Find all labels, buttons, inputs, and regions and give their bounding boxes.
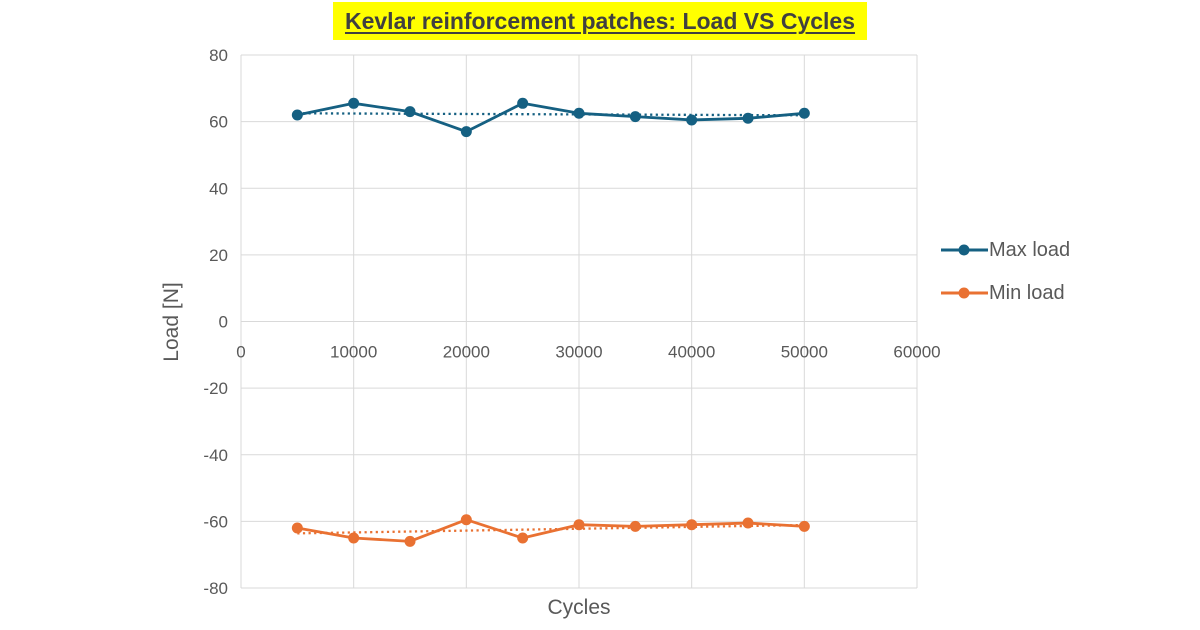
data-point-marker[interactable] (517, 532, 529, 544)
trendline (297, 523, 805, 535)
trendline (297, 112, 805, 117)
y-tick-label: 0 (219, 313, 228, 332)
y-tick-label: -80 (203, 579, 228, 598)
legend-item-min-load[interactable]: Min load (941, 280, 1070, 306)
y-tick-label: 60 (209, 113, 228, 132)
y-tick-label: -60 (203, 512, 228, 531)
data-point-marker[interactable] (629, 111, 641, 123)
data-point-marker[interactable] (742, 112, 754, 124)
legend-label-max-load: Max load (989, 239, 1071, 261)
data-point-marker[interactable] (460, 514, 472, 526)
series-line (295, 518, 806, 543)
chart-title: Kevlar reinforcement patches: Load VS Cy… (332, 2, 868, 40)
x-tick-label: 30000 (555, 343, 602, 362)
data-point-marker[interactable] (291, 109, 303, 121)
data-point-marker[interactable] (460, 126, 472, 138)
min-load-line-marker-icon (941, 287, 988, 299)
data-point-marker[interactable] (404, 535, 416, 547)
max-load-line-marker-icon (941, 244, 988, 256)
data-point-marker[interactable] (573, 519, 585, 531)
y-tick-label: -20 (203, 379, 228, 398)
x-tick-label: 0 (236, 343, 245, 362)
data-point-marker[interactable] (798, 520, 810, 532)
x-tick-label: 60000 (893, 343, 940, 362)
y-tick-label: 40 (209, 179, 228, 198)
x-tick-label: 10000 (330, 343, 377, 362)
data-point-marker[interactable] (517, 97, 529, 109)
data-point-marker[interactable] (348, 532, 360, 544)
x-tick-label: 20000 (443, 343, 490, 362)
y-tick-label: 80 (209, 46, 228, 65)
y-tick-label: -40 (203, 446, 228, 465)
data-point-marker[interactable] (742, 517, 754, 529)
legend-label-min-load: Min load (989, 282, 1065, 304)
chart-title-row: Kevlar reinforcement patches: Load VS Cy… (0, 2, 1200, 40)
data-point-marker[interactable] (629, 520, 641, 532)
data-point-marker[interactable] (404, 106, 416, 118)
data-point-marker[interactable] (798, 107, 810, 119)
x-tick-label: 40000 (668, 343, 715, 362)
y-tick-label: 20 (209, 246, 228, 265)
data-point-marker[interactable] (291, 522, 303, 534)
x-axis-title: Cycles (547, 596, 611, 619)
legend-item-max-load[interactable]: Max load (941, 237, 1070, 263)
data-point-marker[interactable] (348, 97, 360, 109)
series-line (295, 101, 806, 134)
x-tick-label: 50000 (781, 343, 828, 362)
legend: Max load Min load (941, 237, 1070, 306)
data-point-marker[interactable] (686, 519, 698, 531)
data-point-marker[interactable] (686, 114, 698, 126)
y-axis-title: Load [N] (160, 282, 183, 362)
